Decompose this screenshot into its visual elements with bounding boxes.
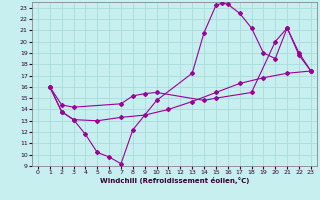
X-axis label: Windchill (Refroidissement éolien,°C): Windchill (Refroidissement éolien,°C) — [100, 177, 249, 184]
